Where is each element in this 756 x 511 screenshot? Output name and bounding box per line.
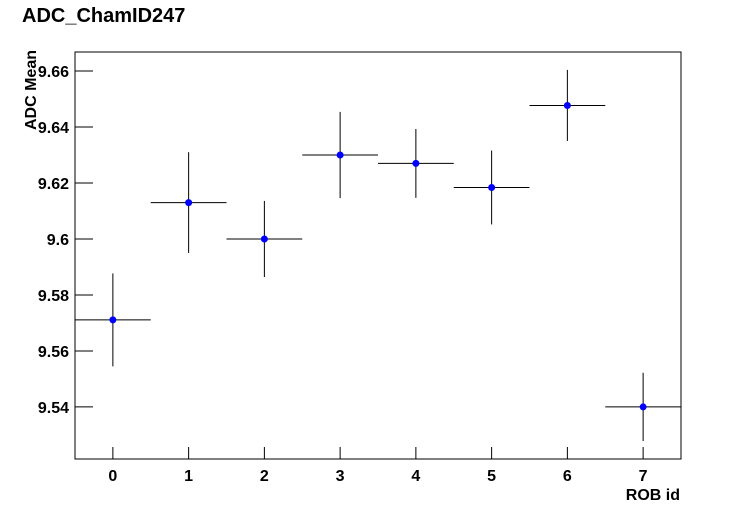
x-tick-label: 1	[184, 468, 193, 485]
y-axis-label: ADC Mean	[23, 50, 40, 130]
data-point	[109, 316, 117, 324]
y-tick-label: 9.58	[38, 288, 69, 305]
x-tick-label: 6	[563, 468, 572, 485]
x-tick-label: 4	[411, 468, 420, 485]
data-point	[260, 235, 268, 243]
x-tick-label: 5	[487, 468, 496, 485]
chart-title: ADC_ChamID247	[22, 5, 185, 27]
data-point	[185, 199, 193, 207]
x-tick-label: 3	[336, 468, 345, 485]
x-tick-label: 2	[260, 468, 269, 485]
data-point	[488, 183, 496, 191]
plot-frame	[74, 51, 682, 460]
data-point	[336, 151, 344, 159]
y-tick-label: 9.54	[38, 400, 69, 417]
x-tick-label: 7	[639, 468, 648, 485]
y-tick-label: 9.62	[38, 176, 69, 193]
y-tick-label: 9.56	[38, 344, 69, 361]
x-tick-label: 0	[108, 468, 117, 485]
data-point	[563, 101, 571, 109]
y-tick-label: 9.6	[47, 232, 69, 249]
y-tick-label: 9.66	[38, 64, 69, 81]
y-tick-label: 9.64	[38, 120, 69, 137]
x-axis-label: ROB id	[626, 487, 680, 504]
data-point	[639, 403, 647, 411]
data-point	[412, 159, 420, 167]
